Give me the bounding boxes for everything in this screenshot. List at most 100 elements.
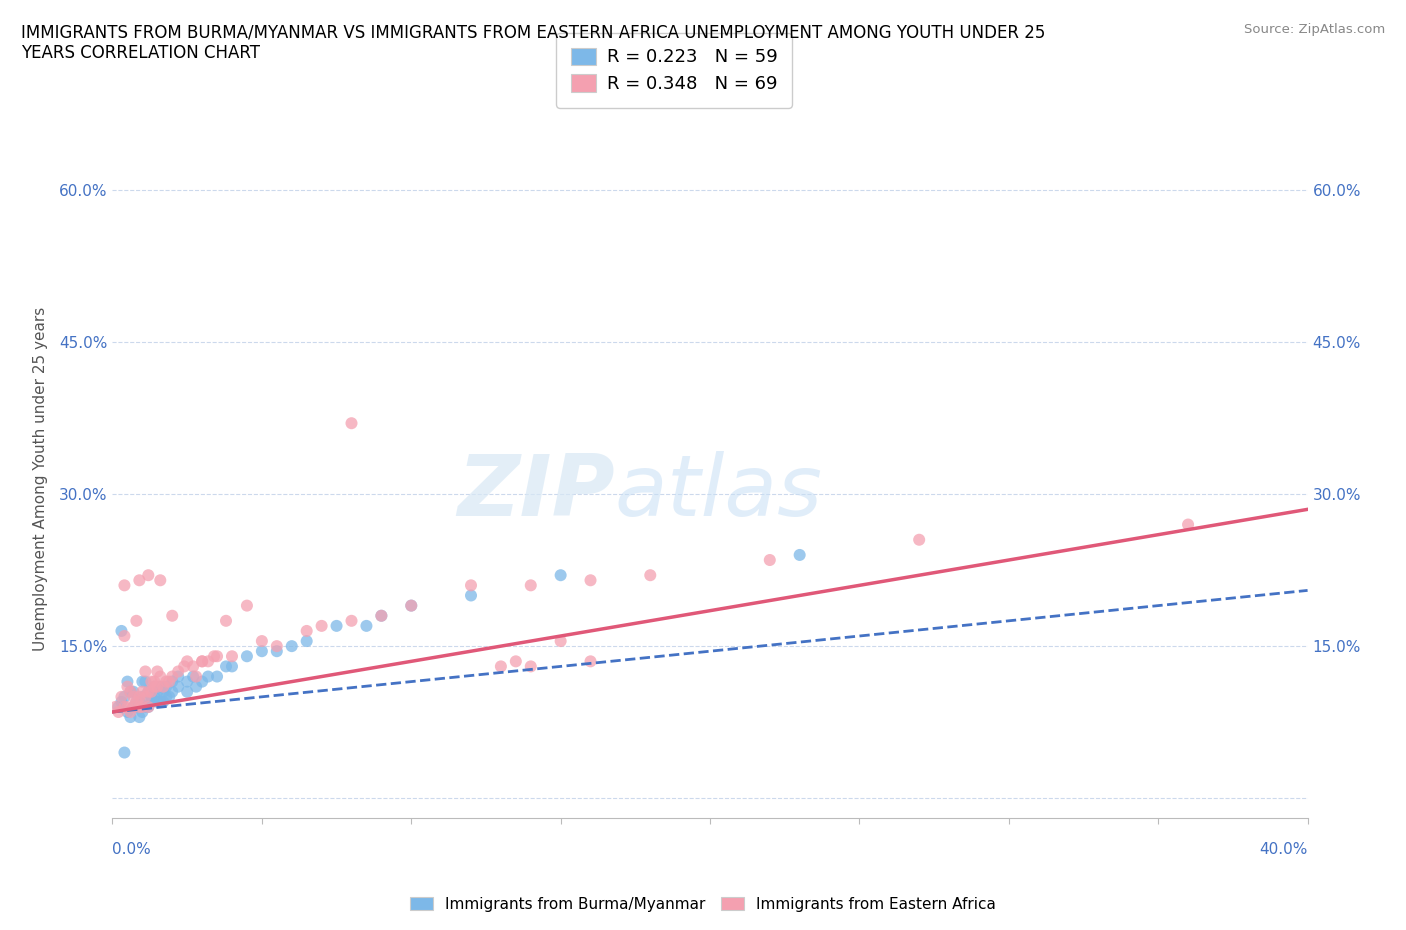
Point — [114, 629, 135, 644]
Point — [167, 669, 190, 684]
Text: 0.0%: 0.0% — [112, 842, 152, 857]
Point — [162, 674, 183, 689]
Point — [155, 689, 177, 704]
Point — [295, 623, 318, 638]
Point — [205, 669, 228, 684]
Point — [107, 699, 129, 714]
Point — [401, 598, 423, 613]
Point — [167, 679, 190, 694]
Point — [149, 669, 172, 684]
Point — [191, 654, 214, 669]
Point — [579, 573, 602, 588]
Point — [131, 674, 153, 689]
Point — [266, 644, 288, 658]
Point — [143, 679, 166, 694]
Text: atlas: atlas — [614, 451, 823, 534]
Point — [146, 684, 169, 699]
Point — [460, 588, 482, 603]
Point — [114, 699, 135, 714]
Point — [152, 679, 174, 694]
Point — [134, 699, 156, 714]
Point — [550, 568, 572, 583]
Point — [143, 689, 166, 704]
Legend: R = 0.223   N = 59, R = 0.348   N = 69: R = 0.223 N = 59, R = 0.348 N = 69 — [557, 33, 792, 108]
Point — [281, 639, 304, 654]
Point — [221, 649, 243, 664]
Point — [120, 710, 142, 724]
Point — [162, 608, 183, 623]
Point — [152, 684, 174, 699]
Point — [117, 674, 139, 689]
Point — [520, 578, 543, 592]
Legend: Immigrants from Burma/Myanmar, Immigrants from Eastern Africa: Immigrants from Burma/Myanmar, Immigrant… — [404, 890, 1002, 918]
Point — [162, 684, 183, 699]
Point — [250, 644, 273, 658]
Point — [141, 674, 163, 689]
Point — [186, 679, 208, 694]
Point — [186, 669, 208, 684]
Point — [125, 699, 148, 714]
Point — [325, 618, 347, 633]
Point — [122, 699, 145, 714]
Point — [125, 695, 148, 710]
Point — [505, 654, 527, 669]
Point — [134, 674, 156, 689]
Point — [128, 699, 150, 714]
Point — [128, 710, 150, 724]
Point — [638, 568, 662, 583]
Point — [155, 674, 177, 689]
Point — [117, 705, 139, 720]
Point — [340, 614, 363, 629]
Point — [141, 684, 163, 699]
Point — [120, 684, 142, 699]
Point — [141, 689, 163, 704]
Point — [114, 578, 135, 592]
Point — [460, 578, 482, 592]
Point — [122, 684, 145, 699]
Point — [131, 684, 153, 699]
Point — [236, 598, 259, 613]
Y-axis label: Unemployment Among Youth under 25 years: Unemployment Among Youth under 25 years — [32, 307, 48, 651]
Point — [520, 659, 543, 674]
Point — [146, 695, 169, 710]
Point — [120, 705, 142, 720]
Point — [131, 689, 153, 704]
Point — [110, 623, 132, 638]
Point — [250, 633, 273, 648]
Point — [131, 705, 153, 720]
Point — [181, 669, 204, 684]
Point — [141, 695, 163, 710]
Point — [138, 568, 160, 583]
Text: 40.0%: 40.0% — [1260, 842, 1308, 857]
Point — [176, 674, 198, 689]
Point — [138, 684, 160, 699]
Point — [162, 669, 183, 684]
Point — [152, 695, 174, 710]
Point — [138, 699, 160, 714]
Point — [266, 639, 288, 654]
Point — [489, 659, 512, 674]
Point — [759, 552, 782, 567]
Point — [550, 633, 572, 648]
Text: IMMIGRANTS FROM BURMA/MYANMAR VS IMMIGRANTS FROM EASTERN AFRICA UNEMPLOYMENT AMO: IMMIGRANTS FROM BURMA/MYANMAR VS IMMIGRA… — [21, 23, 1046, 62]
Point — [311, 618, 333, 633]
Point — [128, 689, 150, 704]
Point — [104, 699, 127, 714]
Point — [908, 532, 931, 547]
Point — [117, 699, 139, 714]
Point — [155, 679, 177, 694]
Point — [191, 654, 214, 669]
Point — [143, 674, 166, 689]
Point — [295, 633, 318, 648]
Point — [181, 659, 204, 674]
Point — [149, 573, 172, 588]
Point — [114, 689, 135, 704]
Point — [215, 659, 238, 674]
Point — [110, 689, 132, 704]
Point — [236, 649, 259, 664]
Text: ZIP: ZIP — [457, 451, 614, 534]
Point — [125, 614, 148, 629]
Point — [173, 659, 195, 674]
Point — [197, 669, 219, 684]
Point — [107, 705, 129, 720]
